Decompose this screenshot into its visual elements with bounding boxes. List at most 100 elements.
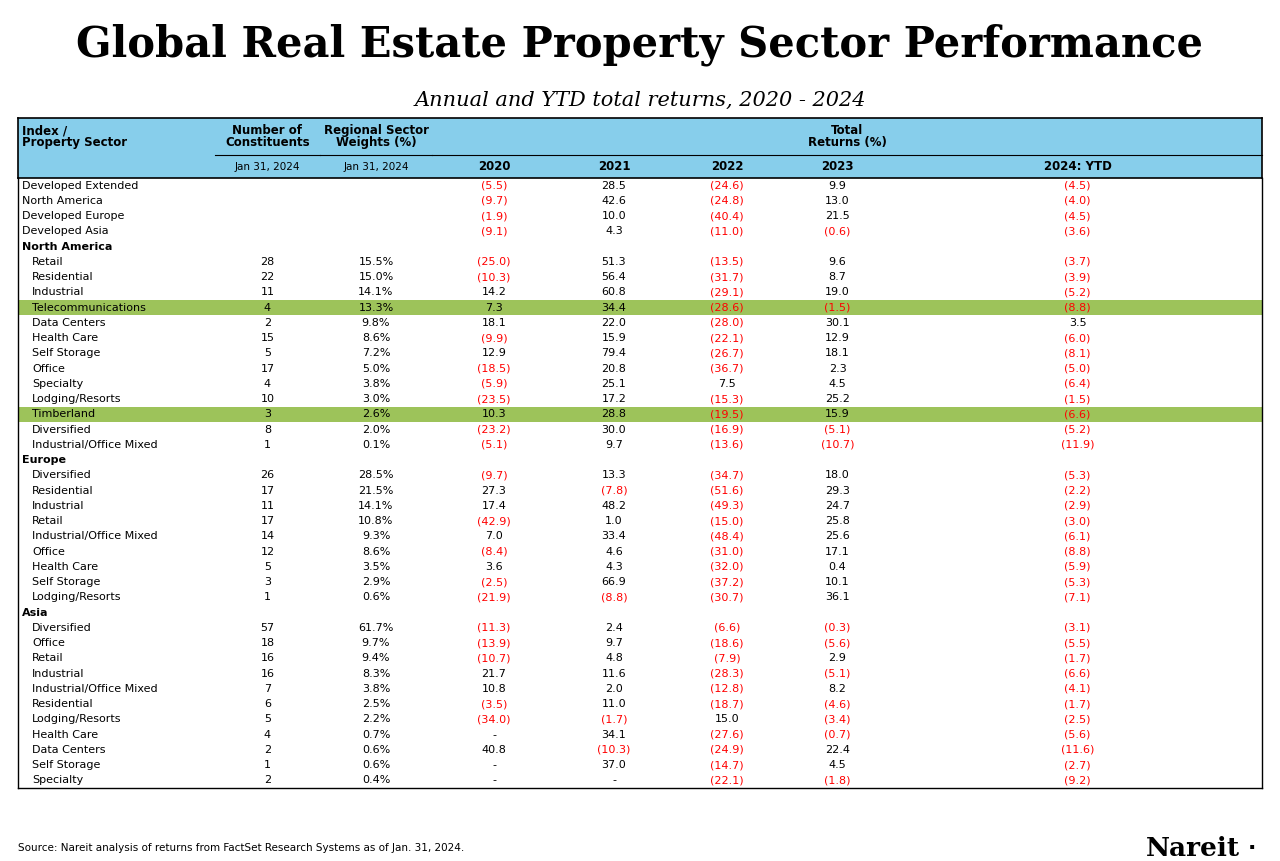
Text: (3.4): (3.4) bbox=[824, 715, 851, 724]
Text: (7.1): (7.1) bbox=[1064, 592, 1091, 603]
Text: 10.8%: 10.8% bbox=[358, 517, 394, 526]
Text: 21.7: 21.7 bbox=[481, 669, 507, 678]
Text: (34.0): (34.0) bbox=[477, 715, 511, 724]
Text: (6.6): (6.6) bbox=[1064, 669, 1091, 678]
Text: 15.0%: 15.0% bbox=[358, 272, 394, 282]
Text: Data Centers: Data Centers bbox=[32, 318, 105, 328]
Text: Regional Sector: Regional Sector bbox=[324, 124, 429, 137]
Text: 7.2%: 7.2% bbox=[362, 349, 390, 358]
Text: Jan 31, 2024: Jan 31, 2024 bbox=[234, 162, 301, 171]
Text: 26: 26 bbox=[260, 470, 275, 480]
Text: 14.1%: 14.1% bbox=[358, 501, 394, 511]
Text: Retail: Retail bbox=[32, 517, 64, 526]
Text: Self Storage: Self Storage bbox=[32, 577, 100, 587]
Text: (13.5): (13.5) bbox=[710, 257, 744, 267]
Text: 2.2%: 2.2% bbox=[362, 715, 390, 724]
Text: 17: 17 bbox=[260, 363, 275, 374]
Text: (23.2): (23.2) bbox=[477, 424, 511, 435]
Text: 3.6: 3.6 bbox=[485, 562, 503, 572]
Text: Industrial: Industrial bbox=[32, 501, 84, 511]
Text: .: . bbox=[1248, 833, 1257, 853]
Text: Self Storage: Self Storage bbox=[32, 760, 100, 771]
Text: Industrial/Office Mixed: Industrial/Office Mixed bbox=[32, 440, 157, 450]
Text: (40.4): (40.4) bbox=[710, 211, 744, 221]
Text: (36.7): (36.7) bbox=[710, 363, 744, 374]
Text: (29.1): (29.1) bbox=[710, 288, 744, 297]
Text: 0.6%: 0.6% bbox=[362, 592, 390, 603]
Text: 15: 15 bbox=[261, 333, 274, 344]
Text: 7.0: 7.0 bbox=[485, 531, 503, 542]
Text: 8.3%: 8.3% bbox=[362, 669, 390, 678]
Text: (1.7): (1.7) bbox=[1064, 653, 1091, 664]
Text: Health Care: Health Care bbox=[32, 562, 99, 572]
Text: (6.6): (6.6) bbox=[714, 623, 740, 633]
Text: (3.6): (3.6) bbox=[1064, 226, 1091, 237]
Text: 2024: YTD: 2024: YTD bbox=[1043, 160, 1111, 173]
Text: 2: 2 bbox=[264, 318, 271, 328]
Text: 10.3: 10.3 bbox=[481, 410, 507, 419]
Text: 0.1%: 0.1% bbox=[362, 440, 390, 450]
Text: 4.3: 4.3 bbox=[605, 226, 623, 237]
Text: (6.6): (6.6) bbox=[1064, 410, 1091, 419]
Text: Diversified: Diversified bbox=[32, 623, 92, 633]
Text: 9.9: 9.9 bbox=[828, 181, 846, 190]
Text: -: - bbox=[492, 776, 497, 785]
Text: 28.5%: 28.5% bbox=[358, 470, 394, 480]
Text: 2.5%: 2.5% bbox=[362, 699, 390, 709]
Text: (6.4): (6.4) bbox=[1064, 379, 1091, 389]
Text: 0.6%: 0.6% bbox=[362, 745, 390, 755]
Text: 5.0%: 5.0% bbox=[362, 363, 390, 374]
Text: 19.0: 19.0 bbox=[826, 288, 850, 297]
Text: (18.6): (18.6) bbox=[710, 638, 744, 648]
Text: -: - bbox=[612, 776, 616, 785]
Text: 4: 4 bbox=[264, 730, 271, 740]
Text: 12.9: 12.9 bbox=[826, 333, 850, 344]
Text: (19.5): (19.5) bbox=[710, 410, 744, 419]
Text: 30.0: 30.0 bbox=[602, 424, 626, 435]
Text: 9.7%: 9.7% bbox=[362, 638, 390, 648]
Text: (5.5): (5.5) bbox=[1064, 638, 1091, 648]
Text: 10.0: 10.0 bbox=[602, 211, 626, 221]
Text: (6.0): (6.0) bbox=[1064, 333, 1091, 344]
Text: 3.8%: 3.8% bbox=[362, 684, 390, 694]
Text: 16: 16 bbox=[261, 653, 274, 664]
Text: Returns (%): Returns (%) bbox=[808, 136, 887, 149]
Text: (18.7): (18.7) bbox=[710, 699, 744, 709]
Text: 13.3: 13.3 bbox=[602, 470, 626, 480]
Text: Developed Europe: Developed Europe bbox=[22, 211, 124, 221]
Text: (22.1): (22.1) bbox=[710, 333, 744, 344]
Text: 5: 5 bbox=[264, 562, 271, 572]
Text: 11: 11 bbox=[261, 501, 274, 511]
Text: Industrial/Office Mixed: Industrial/Office Mixed bbox=[32, 531, 157, 542]
Text: 15.0: 15.0 bbox=[714, 715, 740, 724]
Bar bbox=[18, 406, 1262, 422]
Text: Office: Office bbox=[32, 547, 65, 557]
Bar bbox=[18, 300, 1262, 315]
Text: 2021: 2021 bbox=[598, 160, 630, 173]
Text: Constituents: Constituents bbox=[225, 136, 310, 149]
Text: 9.4%: 9.4% bbox=[362, 653, 390, 664]
Text: 3: 3 bbox=[264, 577, 271, 587]
Text: (15.0): (15.0) bbox=[710, 517, 744, 526]
Text: 18: 18 bbox=[260, 638, 275, 648]
Text: (5.9): (5.9) bbox=[1064, 562, 1091, 572]
Text: 12.9: 12.9 bbox=[481, 349, 507, 358]
Text: Property Sector: Property Sector bbox=[22, 136, 127, 149]
Text: (3.5): (3.5) bbox=[481, 699, 507, 709]
Text: 4: 4 bbox=[264, 379, 271, 389]
Text: Industrial: Industrial bbox=[32, 288, 84, 297]
Text: 2.9%: 2.9% bbox=[362, 577, 390, 587]
Text: Office: Office bbox=[32, 638, 65, 648]
Text: Specialty: Specialty bbox=[32, 776, 83, 785]
Text: 21.5: 21.5 bbox=[826, 211, 850, 221]
Text: 9.7: 9.7 bbox=[605, 638, 623, 648]
Text: 4.8: 4.8 bbox=[605, 653, 623, 664]
Text: 15.9: 15.9 bbox=[602, 333, 626, 344]
Text: 1.0: 1.0 bbox=[605, 517, 623, 526]
Text: 48.2: 48.2 bbox=[602, 501, 626, 511]
Text: 3.5: 3.5 bbox=[1069, 318, 1087, 328]
Text: 40.8: 40.8 bbox=[481, 745, 507, 755]
Text: (9.1): (9.1) bbox=[481, 226, 507, 237]
Text: (2.5): (2.5) bbox=[481, 577, 507, 587]
Text: (30.7): (30.7) bbox=[710, 592, 744, 603]
